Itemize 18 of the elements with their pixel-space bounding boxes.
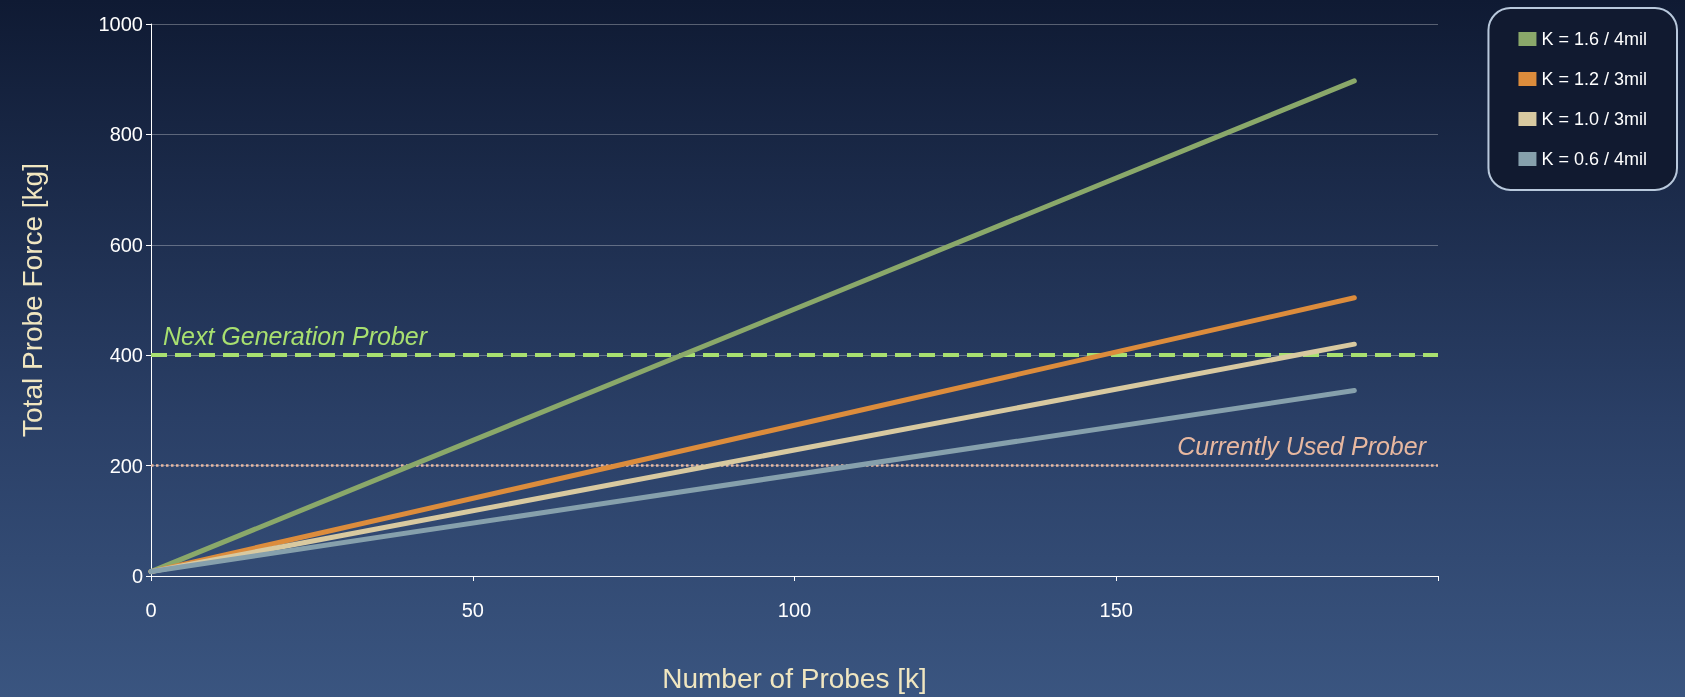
x-tick-label: 150 <box>1099 599 1133 621</box>
x-tick-label: 50 <box>461 599 484 621</box>
legend-label: K = 0.6 / 4mil <box>1541 149 1648 169</box>
y-tick-label: 600 <box>109 233 143 256</box>
x-axis-title: Number of Probes [k] <box>662 662 927 694</box>
y-tick-label: 1000 <box>98 13 143 35</box>
y-tick-label: 400 <box>109 344 143 367</box>
y-tick-label: 200 <box>109 454 143 477</box>
ref-line-label: Currently Used Prober <box>1177 432 1428 461</box>
x-tick-label: 100 <box>777 599 812 621</box>
legend-label: K = 1.0 / 3mil <box>1541 109 1648 129</box>
y-tick-label: 0 <box>131 565 143 587</box>
legend-label: K = 1.6 / 4mil <box>1541 29 1648 49</box>
legend-label: K = 1.2 / 3mil <box>1541 69 1648 89</box>
ref-line-label: Next Generation Prober <box>163 321 429 350</box>
x-tick-label: 0 <box>145 599 157 621</box>
y-axis-title: Total Probe Force [kg] <box>16 163 48 437</box>
y-tick-label: 800 <box>109 123 143 146</box>
